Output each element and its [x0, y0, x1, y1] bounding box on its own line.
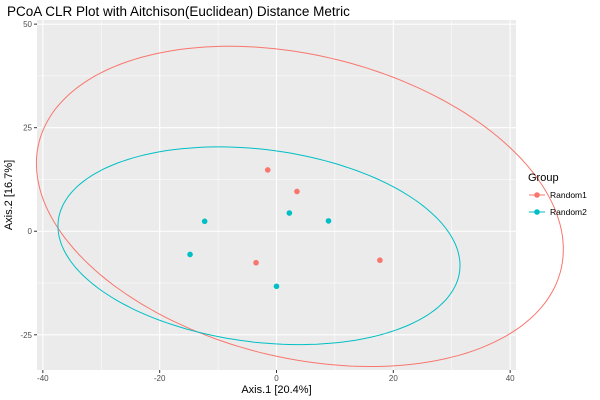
- legend-label-random2: Random2: [550, 207, 587, 217]
- x-axis-title: Axis.1 [20.4%]: [241, 384, 311, 396]
- ellipse-random1: [35, 45, 564, 367]
- y-tick-label: 25: [23, 124, 32, 133]
- x-tick-label: 20: [389, 374, 398, 383]
- legend-key-point: [534, 192, 540, 198]
- x-tick-label: -20: [154, 374, 166, 383]
- x-tick-label: -40: [37, 374, 49, 383]
- legend: Group Random1 Random2: [528, 172, 587, 217]
- ellipses: [35, 45, 564, 367]
- x-tick-label: 40: [506, 374, 515, 383]
- point-random2: [325, 218, 332, 224]
- ellipse-random2: [57, 146, 461, 346]
- point-random1: [264, 167, 271, 173]
- y-tick-label: 50: [23, 20, 32, 29]
- point-random1: [253, 259, 259, 266]
- grid-major: [37, 20, 516, 370]
- y-tick-label: -25: [20, 331, 32, 340]
- point-random1: [377, 257, 383, 264]
- y-axis-title: Axis.2 [16.7%]: [3, 160, 15, 230]
- legend-key-point: [534, 209, 540, 215]
- y-tick-label: 0: [28, 227, 33, 236]
- point-random2: [201, 218, 208, 225]
- chart-title: PCoA CLR Plot with Aitchison(Euclidean) …: [7, 4, 350, 19]
- points: [187, 167, 383, 290]
- x-tick-label: 0: [274, 374, 279, 383]
- ticks: -40 -20 0 20 40 -25 0 25 50: [20, 20, 515, 383]
- point-random1: [294, 188, 300, 195]
- point-random2: [286, 210, 293, 216]
- point-random2: [187, 251, 193, 258]
- legend-title: Group: [528, 172, 559, 184]
- legend-label-random1: Random1: [550, 190, 587, 200]
- point-random2: [273, 283, 280, 290]
